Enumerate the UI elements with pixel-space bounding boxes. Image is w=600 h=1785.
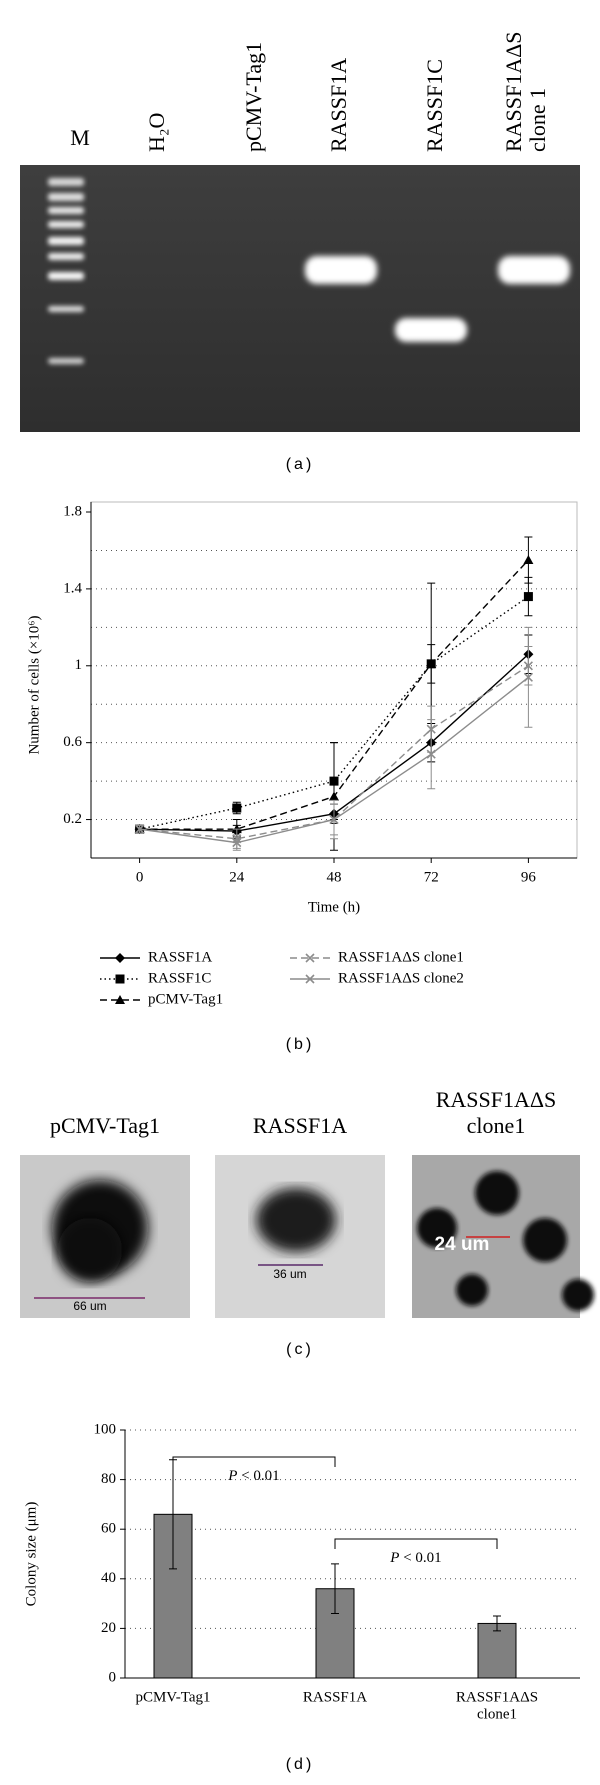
- x-tick-label: clone1: [477, 1706, 517, 1722]
- lane-label: pCMV-Tag1: [241, 42, 266, 152]
- gel-bands: [305, 256, 570, 342]
- micrograph-title: RASSF1A: [253, 1113, 347, 1138]
- ladder: [48, 178, 84, 364]
- x-tick-label: 96: [521, 869, 537, 885]
- x-tick-label: 0: [136, 869, 144, 885]
- lane-label: M: [70, 125, 90, 150]
- legend-label: RASSF1AΔS clone1: [338, 949, 464, 965]
- annotation: P < 0.01: [389, 1550, 441, 1566]
- y-tick-label: 20: [101, 1620, 116, 1636]
- marker: [426, 749, 436, 759]
- legend-label: RASSF1A: [148, 949, 212, 965]
- y-tick-label: 60: [101, 1521, 116, 1537]
- lane-label: RASSF1C: [422, 59, 447, 152]
- error-bar: [493, 1615, 501, 1632]
- annotation-part: < 0.01: [399, 1550, 441, 1566]
- annotation-part: < 0.01: [237, 1468, 279, 1484]
- y-tick-label: 40: [101, 1570, 116, 1586]
- marker: [523, 555, 534, 565]
- micrograph-title: pCMV-Tag1: [50, 1113, 160, 1138]
- y-tick-label: 0.6: [63, 734, 82, 750]
- caption: (b): [286, 1036, 315, 1053]
- gel-image: [20, 165, 580, 432]
- bracket: [334, 1538, 498, 1549]
- marker: [523, 592, 533, 602]
- y-tick-label: 1.8: [63, 503, 82, 519]
- scale-label: 66 um: [73, 1299, 106, 1313]
- bar: [477, 1622, 517, 1679]
- series-line: [139, 665, 529, 840]
- lane-label: H₂O: [144, 113, 169, 152]
- marker: [426, 658, 437, 668]
- y-tick-label: 0: [109, 1669, 117, 1685]
- marker: [135, 824, 145, 834]
- micrograph-2: [215, 1155, 385, 1318]
- series-line: [139, 596, 529, 830]
- annotation: P < 0.01: [227, 1468, 279, 1484]
- marker: [115, 953, 125, 963]
- lane-label: RASSF1A: [326, 58, 351, 152]
- bracket: [172, 1456, 336, 1467]
- annotation-part: P: [227, 1468, 237, 1484]
- y-tick-label: 80: [101, 1471, 116, 1487]
- y-axis-label: Number of cells (×10⁶): [26, 615, 42, 754]
- x-tick-label: 72: [424, 869, 439, 885]
- marker: [305, 953, 315, 963]
- legend-label: pCMV-Tag1: [148, 991, 223, 1007]
- x-tick-label: 24: [229, 869, 245, 885]
- lane-label: RASSF1AΔS: [501, 31, 526, 152]
- error-bar: [331, 1563, 339, 1615]
- scale-label: 36 um: [273, 1267, 306, 1281]
- y-tick-label: 1: [75, 657, 83, 673]
- annotation-part: P: [389, 1550, 399, 1566]
- caption: (c): [286, 1341, 314, 1358]
- x-tick-label: 48: [327, 869, 342, 885]
- marker: [305, 974, 315, 984]
- x-tick-label: pCMV-Tag1: [135, 1689, 210, 1705]
- marker: [115, 974, 125, 984]
- legend-label: RASSF1C: [148, 970, 211, 986]
- y-tick-label: 0.2: [63, 811, 82, 827]
- x-tick-label: RASSF1AΔS: [456, 1689, 538, 1705]
- scale-label: 24 um: [435, 1234, 490, 1255]
- micrograph-3: [412, 1155, 594, 1318]
- micrograph-1: [20, 1155, 190, 1318]
- marker: [329, 814, 339, 825]
- legend-label: RASSF1AΔS clone2: [338, 970, 464, 986]
- y-tick-label: 1.4: [63, 580, 82, 596]
- caption: (a): [286, 456, 315, 473]
- x-axis-label: Time (h): [308, 899, 360, 915]
- lane-label: clone 1: [525, 88, 550, 152]
- marker: [329, 791, 339, 801]
- micrograph-title: clone1: [467, 1113, 526, 1138]
- marker: [232, 803, 242, 813]
- y-tick-label: 100: [94, 1421, 117, 1437]
- y-axis-label: Colony size (μm): [23, 1502, 39, 1607]
- marker: [232, 838, 242, 848]
- marker: [115, 995, 125, 1004]
- x-tick-label: RASSF1A: [303, 1689, 367, 1705]
- marker: [523, 672, 533, 682]
- micrograph-title: RASSF1AΔS: [436, 1087, 557, 1112]
- caption: (d): [286, 1756, 315, 1773]
